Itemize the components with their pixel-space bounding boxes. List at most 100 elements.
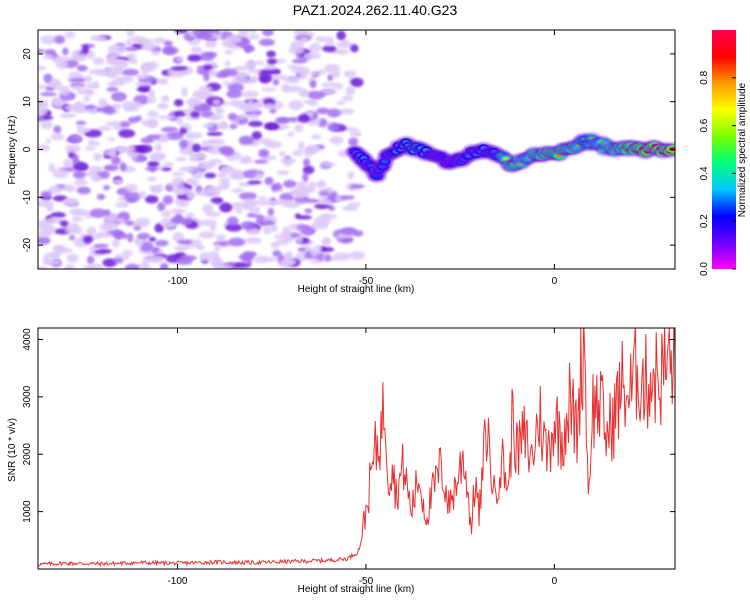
spectrogram-noise-blob — [231, 202, 246, 210]
spectrogram-noise-blob — [339, 108, 355, 115]
spectrogram-noise-blob — [174, 245, 189, 252]
spectrogram-noise-blob — [287, 131, 295, 138]
spectrogram-noise-blob — [126, 53, 137, 60]
spectrogram-noise-blob — [296, 224, 311, 230]
spectrogram-noise-blob — [291, 58, 308, 64]
spectrogram-noise-blob — [64, 31, 76, 39]
spectrogram-noise-blob — [170, 66, 188, 71]
spectrogram-noise-blob — [187, 54, 202, 62]
spectrogram-noise-blob — [264, 176, 274, 186]
spectrogram-noise-blob — [262, 87, 277, 92]
spectrogram-noise-blob — [235, 208, 243, 214]
spectrogram-noise-blob — [246, 200, 256, 206]
spectrogram-noise-blob — [324, 36, 335, 47]
spectrogram-noise-blob — [219, 264, 233, 269]
spectrogram-noise-blob — [248, 120, 263, 127]
spectrogram-noise-blob — [290, 42, 297, 51]
y-tick-label: 4000 — [22, 328, 33, 351]
spectrogram-noise-blob — [319, 213, 338, 219]
spectrogram-noise-blob — [38, 101, 46, 106]
spectrogram-noise-blob — [45, 138, 52, 144]
spectrogram-noise-blob — [275, 238, 289, 246]
spectrogram-noise-blob — [212, 99, 221, 106]
spectrogram-noise-blob — [139, 156, 148, 161]
spectrogram-noise-blob — [125, 145, 136, 153]
spectrogram-noise-blob — [38, 219, 53, 228]
spectrogram-noise-blob — [253, 159, 269, 164]
spectrogram-noise-blob — [53, 96, 61, 105]
spectrogram-noise-blob — [322, 45, 337, 53]
spectrogram-noise-blob — [172, 232, 185, 242]
spectrogram-noise-blob — [174, 213, 183, 223]
spectrogram-noise-blob — [80, 127, 91, 133]
spectrogram-noise-blob — [311, 221, 329, 230]
spectrogram-noise-blob — [153, 37, 167, 44]
spectrogram-noise-blob — [186, 132, 203, 139]
spectrogram-noise-blob — [71, 216, 84, 222]
spectrogram-noise-blob — [294, 124, 304, 133]
spectrogram-noise-blob — [347, 202, 361, 208]
spectrogram-noise-blob — [296, 235, 304, 244]
spectrogram-noise-blob — [279, 157, 297, 163]
spectrogram-noise-blob — [39, 92, 57, 97]
spectrogram-noise-blob — [329, 135, 344, 145]
spectrogram-noise-blob — [227, 83, 244, 93]
spectrogram-noise-blob — [82, 44, 90, 54]
spectrogram-noise-blob — [240, 221, 255, 230]
spectrogram-noise-blob — [127, 232, 134, 243]
snr-y-ticks: 1000 2000 3000 4000 — [22, 328, 675, 523]
spectrogram-noise-blob — [103, 164, 119, 172]
spectrogram-noise-blob — [272, 182, 283, 191]
spectrogram-noise-blob — [336, 40, 353, 49]
spectrogram-noise-blob — [302, 165, 315, 175]
spectrogram-noise-blob — [49, 78, 61, 88]
spectrogram-noise-blob — [137, 232, 151, 240]
spectrogram-noise-blob — [64, 144, 81, 154]
spectrogram-noise-blob — [261, 256, 279, 262]
spectrogram-noise-blob — [267, 207, 275, 217]
spectrogram-noise-blob — [230, 169, 242, 179]
spectrogram-noise-blob — [55, 59, 69, 70]
spectrogram-noise-blob — [310, 79, 317, 89]
spectrogram-noise-blob — [146, 134, 161, 140]
spectrogram-noise-blob — [331, 70, 341, 79]
spectrogram-noise-blob — [336, 30, 346, 41]
spectrogram-noise-blob — [213, 256, 223, 267]
spectrogram-noise-blob — [224, 60, 231, 67]
colorbar-title: Normalized spectral amplitude — [737, 82, 748, 217]
spectrogram-noise-blob — [103, 209, 111, 216]
spectrogram-noise-blob — [72, 170, 86, 179]
spectrogram-noise-blob — [258, 38, 275, 47]
spectrogram-noise-blob — [126, 30, 135, 37]
spectrogram-noise-blob — [179, 166, 197, 173]
spectrogram-noise-blob — [102, 184, 111, 191]
spectrogram-noise-blob — [272, 250, 282, 257]
spectrogram-noise-layer — [38, 30, 366, 269]
spectrogram-x-axis-title: Height of straight line (km) — [298, 284, 415, 295]
spectrogram-noise-blob — [251, 102, 265, 107]
x-tick-label: -100 — [167, 576, 187, 587]
spectrogram-noise-blob — [198, 231, 216, 239]
colorbar-tick-label: 0.0 — [699, 262, 710, 276]
spectrogram-noise-blob — [92, 57, 105, 66]
spectrogram-noise-blob — [348, 137, 359, 146]
spectrogram-noise-blob — [186, 177, 195, 185]
spectrogram-noise-blob — [286, 79, 301, 84]
spectrogram-noise-blob — [83, 235, 94, 244]
spectrogram-noise-blob — [142, 61, 159, 70]
spectrogram-noise-blob — [340, 195, 355, 200]
spectrogram-noise-blob — [63, 158, 73, 168]
spectrogram-noise-blob — [202, 64, 213, 71]
spectrogram-noise-blob — [111, 91, 127, 102]
x-tick-label: -100 — [167, 276, 187, 287]
spectrogram-noise-blob — [231, 188, 244, 194]
spectrogram-noise-blob — [131, 150, 138, 160]
spectrogram-noise-blob — [63, 184, 77, 192]
spectrogram-noise-blob — [262, 30, 274, 37]
spectrogram-noise-blob — [120, 121, 131, 128]
spectrogram-noise-blob — [42, 54, 54, 59]
spectrogram-noise-blob — [114, 201, 130, 208]
spectrogram-noise-blob — [259, 137, 272, 145]
spectrogram-noise-blob — [190, 152, 207, 160]
spectrogram-noise-blob — [76, 65, 88, 72]
